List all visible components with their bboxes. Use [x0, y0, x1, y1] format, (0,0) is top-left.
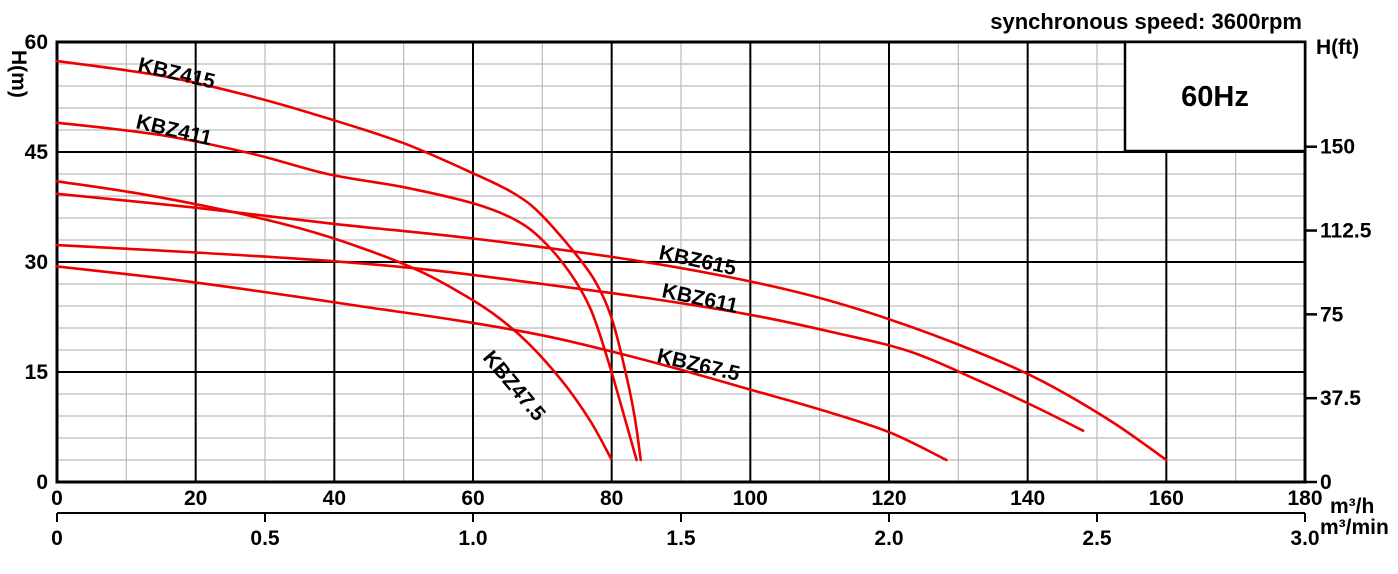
curve-KBZ415 — [55, 59, 643, 462]
left-axis-tick-label: 30 — [25, 251, 48, 274]
curve-KBZ67.5 — [55, 265, 948, 462]
x-axis-tick-label: 60 — [461, 487, 484, 510]
y-axis-right-title: H(ft) — [1316, 36, 1359, 59]
frequency-badge-box — [1123, 40, 1307, 153]
frequency-badge-label: 60Hz — [1181, 81, 1249, 113]
y-axis-title: H(m) — [7, 50, 30, 98]
speed-note: synchronous speed: 3600rpm — [990, 9, 1302, 34]
left-axis-m: 0 15 30 45 60 — [25, 31, 49, 494]
x-axis-tick-label: 80 — [600, 487, 623, 510]
x-axis-tick-label: 20 — [184, 487, 207, 510]
x-axis-m3h: 0 20 40 60 80 100 120 140 160 180 — [51, 487, 1322, 510]
pump-curves — [55, 59, 1168, 462]
grid-major — [57, 42, 1305, 482]
curve-label-KBZ47.5: KBZ47.5 — [478, 346, 550, 425]
curve-label-KBZ615: KBZ615 — [657, 241, 739, 280]
x-axis-title: m³/h — [1330, 495, 1374, 518]
right-axis-tick-label: 150 — [1320, 136, 1355, 159]
x-axis-secondary-title: m³/min — [1320, 516, 1389, 539]
curve-label-KBZ67.5: KBZ67.5 — [655, 344, 742, 385]
curve-KBZ615 — [55, 192, 1168, 462]
left-axis-tick-label: 45 — [25, 141, 49, 164]
right-axis-tick-label: 37.5 — [1320, 387, 1361, 410]
x-axis-secondary-tick-label: 3.0 — [1290, 527, 1319, 550]
x-axis-tick-label: 180 — [1287, 487, 1322, 510]
x-axis-secondary-tick-label: 2.5 — [1082, 527, 1112, 550]
x-axis-tick-label: 100 — [733, 487, 768, 510]
right-axis-tick-label: 75 — [1320, 303, 1344, 326]
x-axis-tick-label: 40 — [323, 487, 346, 510]
x-axis-secondary-tick-label: 0.5 — [250, 527, 280, 550]
right-axis-ft: 0 37.5 75 112.5 150 — [1305, 136, 1372, 494]
left-axis-tick-label: 15 — [25, 361, 49, 384]
frequency-badge: 60Hz — [1123, 40, 1307, 153]
x-axis-tick-label: 160 — [1149, 487, 1184, 510]
curve-KBZ47.5 — [55, 180, 613, 460]
curve-KBZ611 — [55, 243, 1085, 432]
right-axis-tick-label: 112.5 — [1320, 220, 1372, 243]
x-axis-tick-label: 0 — [51, 487, 63, 510]
curve-KBZ411 — [55, 121, 638, 462]
right-axis-tick-label: 0 — [1320, 471, 1332, 494]
x-axis-secondary-tick-label: 2.0 — [874, 527, 903, 550]
x-axis-tick-label: 120 — [871, 487, 906, 510]
grid-minor — [57, 42, 1305, 482]
curve-label-KBZ415: KBZ415 — [136, 53, 218, 93]
x-axis-secondary-tick-label: 1.5 — [666, 527, 696, 550]
x-axis-secondary-tick-label: 1.0 — [458, 527, 487, 550]
left-axis-tick-label: 60 — [25, 31, 48, 54]
x-axis-tick-label: 140 — [1010, 487, 1045, 510]
curve-label-KBZ611: KBZ611 — [660, 279, 740, 318]
x-axis-m3min: 0 0.5 1.0 1.5 2.0 2.5 3.0 — [51, 512, 1320, 550]
curve-label-KBZ411: KBZ411 — [134, 110, 215, 150]
x-axis-secondary-tick-label: 0 — [51, 527, 63, 550]
left-axis-tick-label: 0 — [36, 471, 48, 494]
plot-border — [55, 40, 1307, 484]
